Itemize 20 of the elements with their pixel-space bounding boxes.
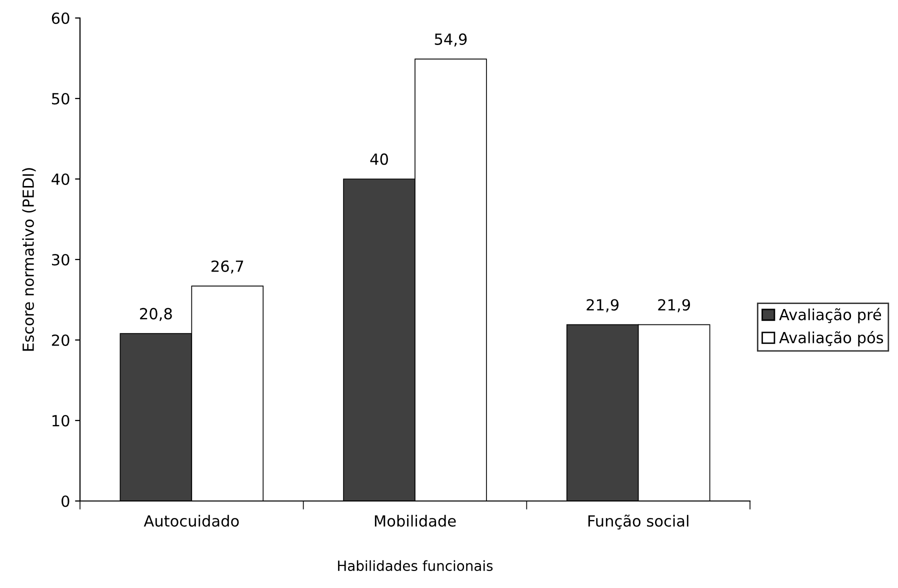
data-label: 40 (370, 153, 388, 165)
data-label: 26,7 (212, 260, 244, 274)
data-label: 20,8 (140, 308, 172, 322)
data-label: 54,9 (434, 33, 467, 47)
x-tick-label: Autocuidado (144, 514, 239, 527)
x-axis-title: Habilidades funcionais (338, 560, 493, 572)
legend-label: Avaliação pós (779, 330, 884, 346)
y-axis-title: Escore normativo (PEDI) (22, 168, 36, 351)
data-label: 21,9 (586, 299, 619, 312)
legend-label: Avaliação pré (779, 308, 882, 324)
data-label: 21,9 (658, 299, 690, 312)
x-tick-label: Função social (588, 514, 688, 530)
y-tick-label: 40 (52, 173, 70, 186)
y-tick-label: 30 (52, 254, 70, 266)
x-tick-label: Mobilidade (374, 514, 456, 527)
y-tick-label: 60 (52, 12, 70, 24)
y-tick-label: 50 (52, 92, 70, 105)
y-tick-label: 10 (52, 414, 70, 427)
y-tick-label: 0 (62, 495, 70, 508)
y-tick-label: 20 (52, 334, 70, 346)
